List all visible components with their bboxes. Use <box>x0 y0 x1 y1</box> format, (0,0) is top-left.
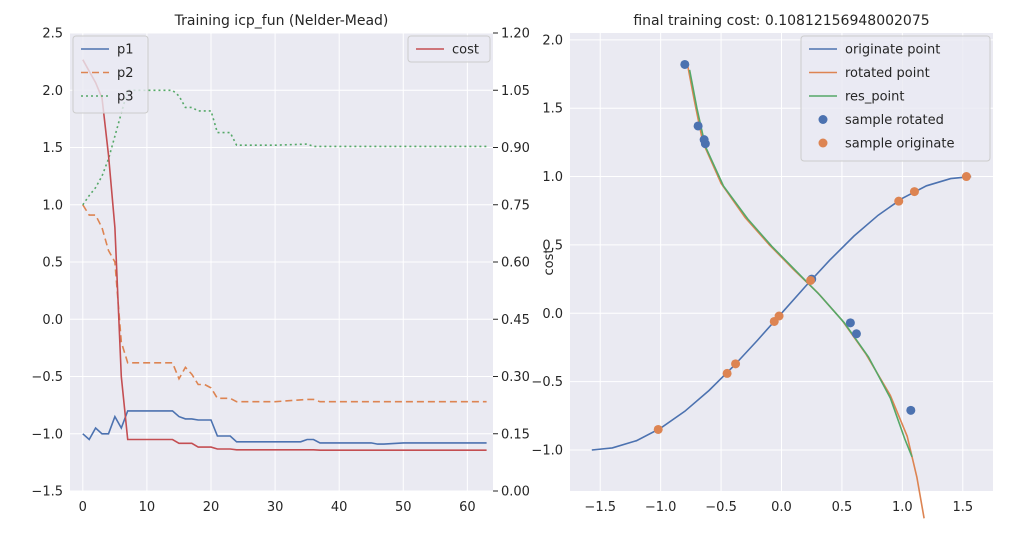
scatter-point-sample-rotated <box>680 59 690 69</box>
right-x-tick-label: 1.5 <box>952 500 973 515</box>
right-y-tick-label: 2.0 <box>542 33 563 48</box>
series-line-p2 <box>82 204 487 403</box>
right-x-tick-labels: −1.5 −1.0 −0.5 0.0 0.5 1.0 1.5 <box>584 500 973 515</box>
legend-label-rotated point: rotated point <box>845 66 930 81</box>
left-y-tick-labels: 2.5 2.0 1.5 1.0 0.5 0.0 −0.5 −1.0 −1.5 <box>31 27 63 500</box>
scatter-point-sample-originate <box>722 368 732 378</box>
left-x-tick-label: 0 <box>79 500 87 515</box>
secondary-y-tick-label: 0.45 <box>501 313 530 328</box>
left-y-tick-label: −0.5 <box>31 370 63 385</box>
right-y-tick-label: 0.0 <box>542 307 563 322</box>
legend-marker-sample rotated <box>818 115 828 124</box>
left-x-tick-labels: 0 10 20 30 40 50 60 <box>79 500 476 515</box>
right-chart: −1.5 −1.0 −0.5 0.0 0.5 1.0 1.5 2.0 1.5 1.0 0.5 0.0… <box>531 13 993 519</box>
legend-label-p3: p3 <box>117 90 134 105</box>
legend-label-p1: p1 <box>117 43 134 58</box>
left-x-tick-label: 10 <box>139 500 156 515</box>
left-y-tick-label: 0.0 <box>42 313 63 328</box>
scatter-point-sample-originate <box>894 196 904 206</box>
left-x-tick-label: 50 <box>395 500 412 515</box>
right-x-tick-label: −1.5 <box>584 500 616 515</box>
scatter-point-sample-rotated <box>693 121 703 131</box>
left-secondary-axis-label: cost <box>542 249 557 276</box>
right-chart-title: final training cost: 0.10812156948002075 <box>633 13 929 29</box>
scatter-point-sample-originate <box>774 311 784 321</box>
legend-box <box>72 35 149 114</box>
scatter-point-sample-originate <box>806 275 816 285</box>
secondary-y-tick-label: 0.15 <box>501 427 530 442</box>
scatter-point-sample-rotated <box>906 405 916 415</box>
series-line-cost <box>82 59 487 452</box>
right-y-tick-labels: 2.0 1.5 1.0 0.5 0.0 −0.5 −1.0 <box>531 33 563 458</box>
left-x-tick-label: 40 <box>331 500 348 515</box>
left-chart: 0 10 20 30 40 50 60 2.5 2.0 1.5 1.0 0.5 0.0 −0.5 −1.0… <box>31 13 557 515</box>
legend-box <box>800 35 991 162</box>
left-legend-cost: cost <box>407 35 491 63</box>
scatter-point-sample-originate <box>653 424 663 434</box>
left-y-tick-label: 0.5 <box>42 256 63 271</box>
left-y-tick-label: 2.5 <box>42 27 63 42</box>
left-x-tick-label: 60 <box>459 500 476 515</box>
secondary-y-tick-label: 1.05 <box>501 84 530 99</box>
right-y-tick-label: 1.0 <box>542 170 563 185</box>
scatter-point-sample-originate <box>909 187 919 197</box>
right-y-tick-label: −1.0 <box>531 443 563 458</box>
secondary-y-tick-label: 0.90 <box>501 141 530 156</box>
secondary-y-tick-label: 1.20 <box>501 27 530 42</box>
right-x-tick-label: −0.5 <box>705 500 737 515</box>
left-x-tick-label: 20 <box>203 500 220 515</box>
left-x-tick-label: 30 <box>267 500 284 515</box>
left-y-tick-label: −1.5 <box>31 485 63 500</box>
secondary-y-tick-label: 0.30 <box>501 370 530 385</box>
legend-label-sample rotated: sample rotated <box>845 113 944 128</box>
left-chart-title: Training icp_fun (Nelder-Mead) <box>174 13 389 29</box>
left-y-tick-label: −1.0 <box>31 427 63 442</box>
left-secondary-y-tick-labels: 1.20 1.05 0.90 0.75 0.60 0.45 0.30 0.15 0.00 <box>493 27 530 500</box>
left-y-tick-label: 1.5 <box>42 141 63 156</box>
legend-label-originate point: originate point <box>845 43 940 58</box>
legend-box <box>407 35 491 63</box>
right-x-tick-label: 1.0 <box>892 500 913 515</box>
left-y-tick-label: 2.0 <box>42 84 63 99</box>
series-line-p1 <box>82 410 487 445</box>
legend-label-p2: p2 <box>117 66 134 81</box>
right-legend: originate point rotated point res_pointsam… <box>800 35 991 162</box>
right-x-tick-label: 0.5 <box>832 500 853 515</box>
legend-label-cost: cost <box>452 43 479 58</box>
legend-marker-sample originate <box>818 138 828 148</box>
right-y-tick-label: −0.5 <box>531 375 563 390</box>
scatter-point-sample-originate <box>961 172 971 182</box>
scatter-point-sample-rotated <box>851 329 861 339</box>
right-x-tick-label: 0.0 <box>771 500 792 515</box>
right-y-tick-label: 1.5 <box>542 102 563 117</box>
left-y-tick-label: 1.0 <box>42 198 63 213</box>
scatter-point-sample-rotated <box>700 139 710 149</box>
secondary-y-tick-label: 0.75 <box>501 198 530 213</box>
scatter-point-sample-originate <box>731 359 741 369</box>
scatter-point-sample-rotated <box>845 318 855 328</box>
secondary-y-tick-label: 0.00 <box>501 485 530 500</box>
left-legend-parameters: p1 p2 p3 <box>72 35 149 114</box>
right-y-tick-label: 0.5 <box>542 238 563 253</box>
legend-label-res_point: res_point <box>845 90 904 105</box>
right-series <box>591 59 972 519</box>
secondary-y-tick-label: 0.60 <box>501 256 530 271</box>
legend-label-sample originate: sample originate <box>845 137 954 152</box>
left-series <box>82 59 487 452</box>
right-x-tick-label: −1.0 <box>645 500 677 515</box>
